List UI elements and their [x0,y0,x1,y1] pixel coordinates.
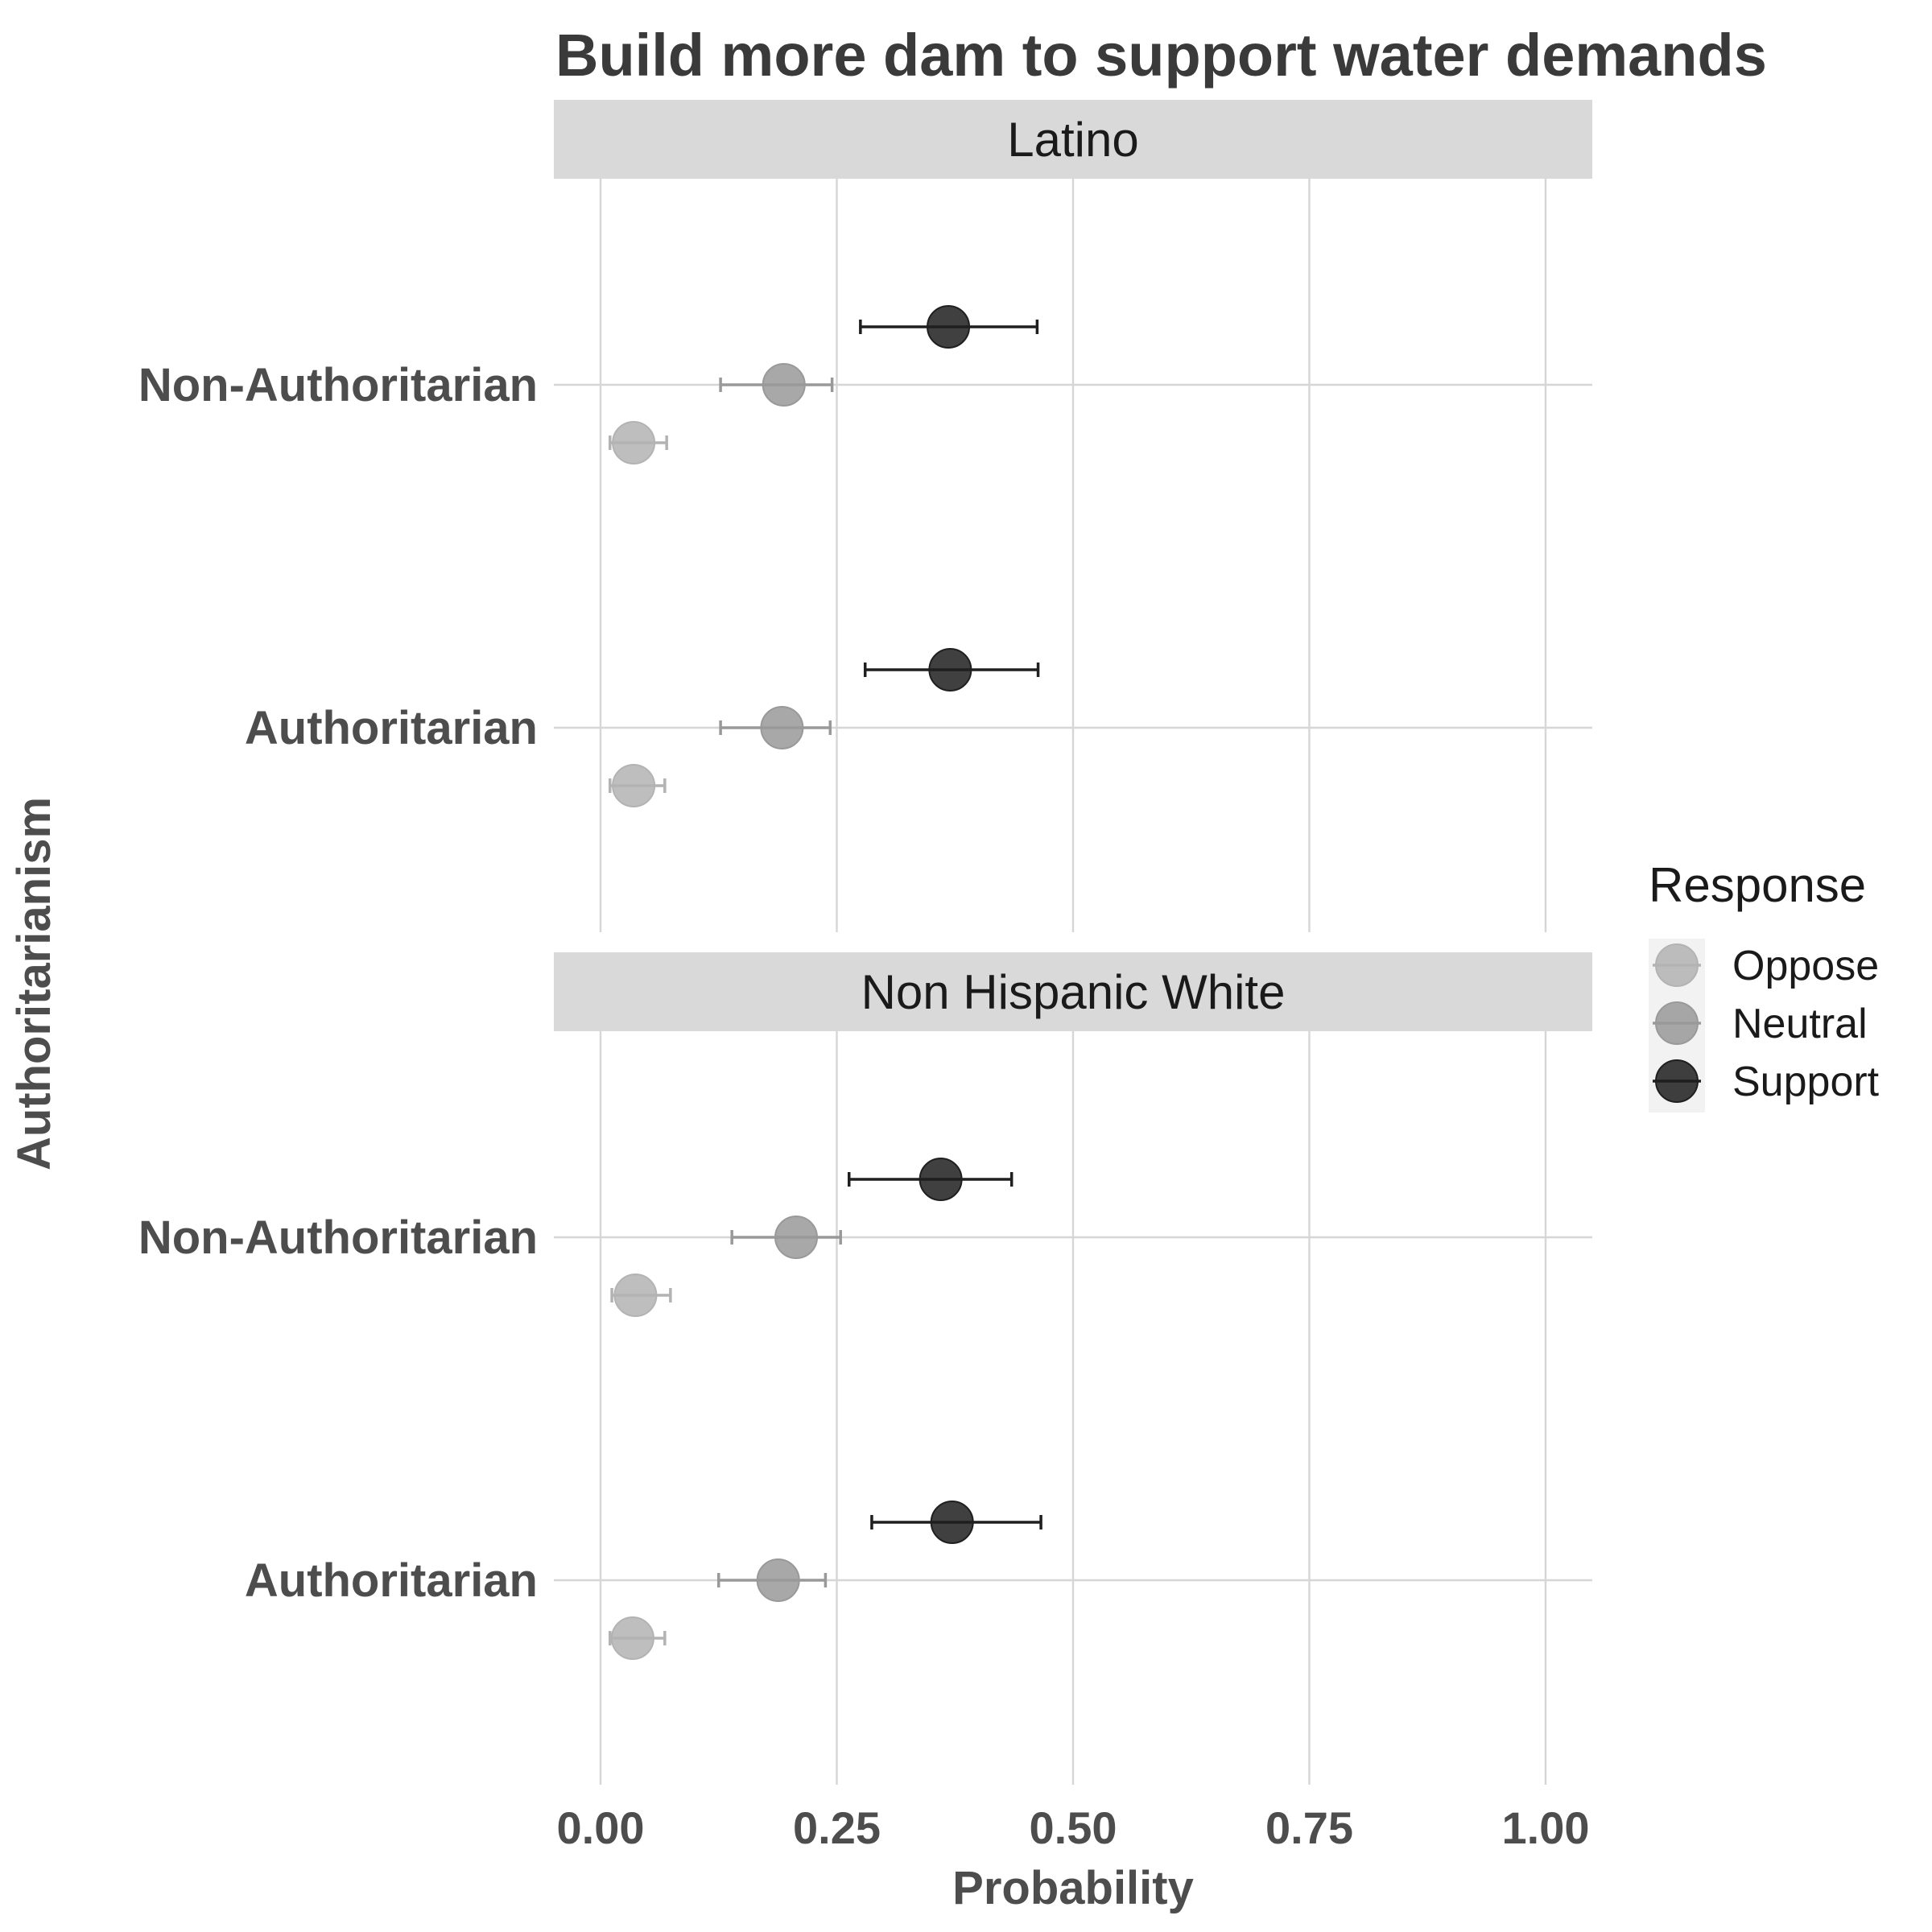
legend-label: Support [1732,1059,1880,1105]
facet-strip [554,952,1592,1031]
data-point [930,1501,974,1544]
legend-item-support: Support [1653,1059,1880,1105]
data-point [928,648,972,691]
x-tick-label: 0.50 [1030,1802,1117,1853]
panels: LatinoNon-AuthoritarianAuthoritarianNon … [138,100,1592,1785]
x-tick-label: 0.75 [1265,1802,1353,1853]
legend-label: Neutral [1732,1001,1868,1047]
legend-symbol [1655,1001,1699,1045]
point-oppose [608,421,668,464]
point-support [870,1501,1042,1544]
x-axis-title: Probability [952,1862,1194,1914]
point-support [848,1158,1013,1201]
data-point [762,363,806,407]
legend-item-oppose: Oppose [1653,943,1879,989]
legend-label: Oppose [1732,943,1879,989]
panel-latino: Latino Non-Authoritarian Authoritarian [138,100,1592,932]
data-point [756,1558,800,1602]
facet-strip [554,100,1592,179]
data-point [612,421,656,464]
x-axis: 0.00 0.25 0.50 0.75 1.00 [557,1802,1590,1853]
legend: Response Oppose Neutral Support [1649,858,1880,1113]
facet-label: Latino [1007,113,1138,167]
legend-item-neutral: Neutral [1653,1001,1868,1047]
point-neutral [719,363,834,407]
data-point [760,706,804,749]
point-oppose [608,764,667,807]
panel-non-hispanic-white: Non Hispanic White Non-Authoritarian Autho… [138,952,1592,1785]
point-support [863,648,1040,691]
data-point [610,1616,654,1660]
data-point [612,764,656,807]
point-oppose [608,1616,667,1660]
legend-symbol [1655,1059,1699,1103]
data-point [613,1274,658,1317]
point-support [859,305,1039,349]
y-tick-label: Non-Authoritarian [138,359,538,411]
chart-title: Build more dam to support water demands [555,22,1767,89]
y-tick-label: Authoritarian [245,702,538,754]
legend-symbol [1655,943,1699,987]
data-point [774,1216,819,1259]
point-neutral [717,1558,828,1602]
point-oppose [610,1274,672,1317]
x-tick-label: 0.00 [557,1802,645,1853]
legend-title: Response [1649,858,1866,912]
x-tick-label: 0.25 [793,1802,881,1853]
x-tick-label: 1.00 [1502,1802,1590,1853]
data-point [927,305,971,349]
y-tick-label: Authoritarian [245,1554,538,1607]
data-point [919,1158,963,1201]
point-neutral [719,706,832,749]
y-axis-title: Authoritarianism [8,797,60,1170]
facet-label: Non Hispanic White [861,965,1286,1019]
point-neutral [730,1216,842,1259]
y-tick-label: Non-Authoritarian [138,1212,538,1264]
